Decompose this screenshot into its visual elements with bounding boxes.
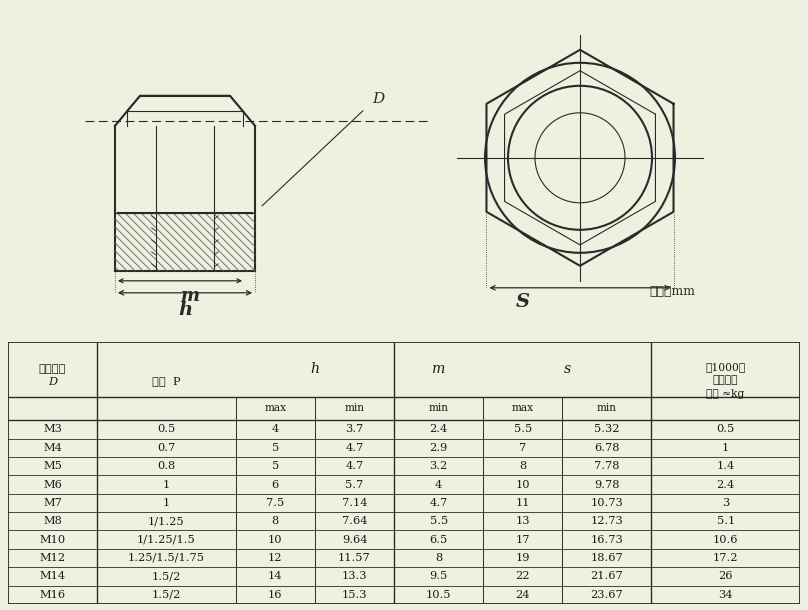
Text: 0.8: 0.8 <box>158 461 175 471</box>
Text: 3.7: 3.7 <box>345 425 364 434</box>
Text: 11.57: 11.57 <box>338 553 371 563</box>
Text: 每1000件: 每1000件 <box>705 362 746 371</box>
Text: 10.73: 10.73 <box>591 498 623 508</box>
Text: 10.6: 10.6 <box>713 534 739 545</box>
Text: 4: 4 <box>435 479 442 490</box>
Text: D: D <box>372 92 385 106</box>
Text: h: h <box>310 362 319 376</box>
Text: 10: 10 <box>268 534 283 545</box>
Text: s: s <box>564 362 571 376</box>
Text: 1: 1 <box>163 479 170 490</box>
Text: M10: M10 <box>40 534 65 545</box>
Text: 24: 24 <box>516 590 530 600</box>
Text: 8: 8 <box>435 553 442 563</box>
Text: 34: 34 <box>718 590 733 600</box>
Text: 4: 4 <box>271 425 279 434</box>
Text: 2.4: 2.4 <box>717 479 734 490</box>
Text: M7: M7 <box>43 498 62 508</box>
Text: 4.7: 4.7 <box>430 498 448 508</box>
Text: 21.67: 21.67 <box>591 572 623 581</box>
Text: 公称直径: 公称直径 <box>39 364 66 374</box>
Text: 4.7: 4.7 <box>345 443 364 453</box>
Text: max: max <box>511 403 534 414</box>
Text: M16: M16 <box>40 590 65 600</box>
Text: 17: 17 <box>516 534 530 545</box>
Text: 9.78: 9.78 <box>594 479 620 490</box>
Text: 1.25/1.5/1.75: 1.25/1.5/1.75 <box>128 553 205 563</box>
Text: 13: 13 <box>516 516 530 526</box>
Text: 7.14: 7.14 <box>342 498 368 508</box>
Text: M6: M6 <box>43 479 62 490</box>
Text: 6.5: 6.5 <box>430 534 448 545</box>
Text: M12: M12 <box>40 553 65 563</box>
Text: 0.5: 0.5 <box>158 425 175 434</box>
Text: 8: 8 <box>271 516 279 526</box>
Text: 11: 11 <box>516 498 530 508</box>
Text: 17.2: 17.2 <box>713 553 739 563</box>
Text: 14: 14 <box>268 572 283 581</box>
Text: M8: M8 <box>43 516 62 526</box>
Text: 3.2: 3.2 <box>430 461 448 471</box>
Text: h: h <box>178 301 192 319</box>
Text: M14: M14 <box>40 572 65 581</box>
Text: 6.78: 6.78 <box>594 443 620 453</box>
Text: 19: 19 <box>516 553 530 563</box>
Text: 8: 8 <box>520 461 526 471</box>
Text: 6: 6 <box>271 479 279 490</box>
Text: 12: 12 <box>268 553 283 563</box>
Text: 7: 7 <box>520 443 526 453</box>
Text: 5.5: 5.5 <box>430 516 448 526</box>
Text: M3: M3 <box>43 425 62 434</box>
Text: 1/1.25: 1/1.25 <box>148 516 185 526</box>
Text: 5.32: 5.32 <box>594 425 620 434</box>
Text: 5: 5 <box>271 461 279 471</box>
Text: 16.73: 16.73 <box>591 534 623 545</box>
Text: min: min <box>428 403 448 414</box>
Text: 螺距  P: 螺距 P <box>152 376 181 386</box>
Text: 5.7: 5.7 <box>345 479 364 490</box>
Text: D: D <box>48 377 57 387</box>
Text: 16: 16 <box>268 590 283 600</box>
Text: 4.7: 4.7 <box>345 461 364 471</box>
Text: 2.4: 2.4 <box>430 425 448 434</box>
Text: 5: 5 <box>271 443 279 453</box>
Text: 质量 ≈kg: 质量 ≈kg <box>706 389 745 399</box>
Text: 0.7: 0.7 <box>158 443 175 453</box>
Text: 10: 10 <box>516 479 530 490</box>
Text: min: min <box>344 403 364 414</box>
Text: 7.64: 7.64 <box>342 516 368 526</box>
Text: 9.5: 9.5 <box>430 572 448 581</box>
Text: M4: M4 <box>43 443 62 453</box>
Text: max: max <box>264 403 286 414</box>
Text: 1: 1 <box>722 443 730 453</box>
Text: 1.5/2: 1.5/2 <box>152 572 181 581</box>
Text: 1.4: 1.4 <box>717 461 734 471</box>
Text: 3: 3 <box>722 498 730 508</box>
Text: min: min <box>597 403 617 414</box>
Text: S: S <box>516 293 530 311</box>
Text: 1/1.25/1.5: 1/1.25/1.5 <box>137 534 196 545</box>
Text: 12.73: 12.73 <box>591 516 623 526</box>
Text: m: m <box>180 287 200 305</box>
Text: 0.5: 0.5 <box>717 425 734 434</box>
Text: 1.5/2: 1.5/2 <box>152 590 181 600</box>
Text: 26: 26 <box>718 572 733 581</box>
Text: 22: 22 <box>516 572 530 581</box>
Text: 18.67: 18.67 <box>591 553 623 563</box>
Text: 15.3: 15.3 <box>342 590 368 600</box>
Text: m: m <box>432 362 445 376</box>
Text: 2.9: 2.9 <box>430 443 448 453</box>
Text: 9.64: 9.64 <box>342 534 368 545</box>
Text: 单位：mm: 单位：mm <box>649 285 695 298</box>
Text: M5: M5 <box>43 461 62 471</box>
Text: 7.5: 7.5 <box>266 498 284 508</box>
Text: 5.1: 5.1 <box>717 516 734 526</box>
Text: 23.67: 23.67 <box>591 590 623 600</box>
Text: 7.78: 7.78 <box>594 461 620 471</box>
Text: 10.5: 10.5 <box>426 590 452 600</box>
Text: 5.5: 5.5 <box>514 425 532 434</box>
Text: 钢制品的: 钢制品的 <box>713 375 739 385</box>
Text: 1: 1 <box>163 498 170 508</box>
Text: 13.3: 13.3 <box>342 572 368 581</box>
